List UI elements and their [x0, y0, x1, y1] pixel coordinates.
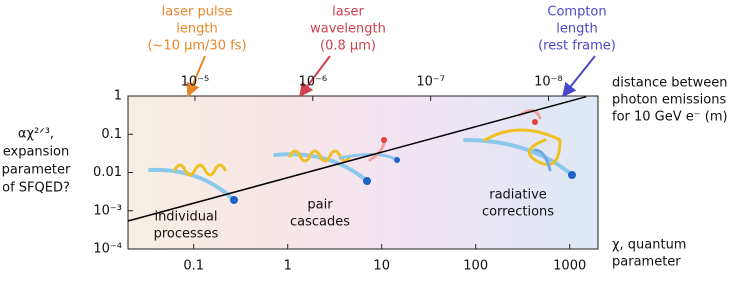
x-axis-label: parameter [612, 255, 681, 270]
x2-axis-label: photon emissions [612, 93, 726, 108]
x-tick-label: 0.1 [183, 259, 204, 274]
y-axis-label: expansion [3, 145, 70, 160]
annotation: wavelength [310, 22, 386, 37]
x2-tick-label: 10⁻⁸ [534, 75, 563, 90]
x2-axis-label: for 10 GeV e⁻ (m) [612, 110, 728, 125]
y-axis-label: of SFQED? [2, 181, 70, 196]
y-tick-label: 10⁻³ [93, 203, 122, 218]
regime-label: individual [154, 210, 217, 225]
x2-axis-label: distance between [612, 76, 727, 91]
regime-label: radiative [489, 188, 547, 203]
x-axis-label: χ, quantum [612, 238, 686, 253]
arrow [186, 55, 206, 98]
arrow [562, 55, 596, 98]
annotation: (~10 μm/30 fs) [147, 39, 246, 54]
y-tick-label: 0.1 [101, 127, 122, 142]
annotation: laser [332, 5, 364, 20]
y-tick-label: 10⁻⁴ [93, 242, 122, 257]
y-tick-label: 1 [114, 89, 122, 104]
trend-line [127, 95, 587, 222]
regime-label: cascades [290, 215, 350, 230]
regime-label: processes [154, 227, 219, 242]
x2-tick-label: 10⁻⁵ [181, 75, 210, 90]
arrow [299, 55, 331, 98]
y-axis-label: αχ²ᐟ³, [18, 127, 54, 142]
annotation: length [176, 22, 217, 37]
x-tick-label: 1 [284, 259, 292, 274]
y-axis-label: parameter [2, 163, 71, 178]
x2-tick-label: 10⁻⁷ [416, 75, 445, 90]
annotation: (0.8 μm) [320, 39, 376, 54]
annotation: Compton [547, 5, 606, 20]
x-tick-label: 100 [463, 259, 488, 274]
annotation: (rest frame) [538, 39, 616, 54]
x-tick-label: 10 [373, 259, 390, 274]
regime-label: pair [307, 198, 333, 213]
x-tick-label: 1000 [553, 259, 586, 274]
y-tick-label: 0.01 [93, 165, 122, 180]
annotation: laser pulse [162, 5, 233, 20]
x2-tick-label: 10⁻⁶ [298, 75, 327, 90]
annotations: laser pulse length (~10 μm/30 fs) laser … [147, 5, 616, 98]
regime-label: corrections [482, 205, 554, 220]
annotation: length [556, 22, 597, 37]
